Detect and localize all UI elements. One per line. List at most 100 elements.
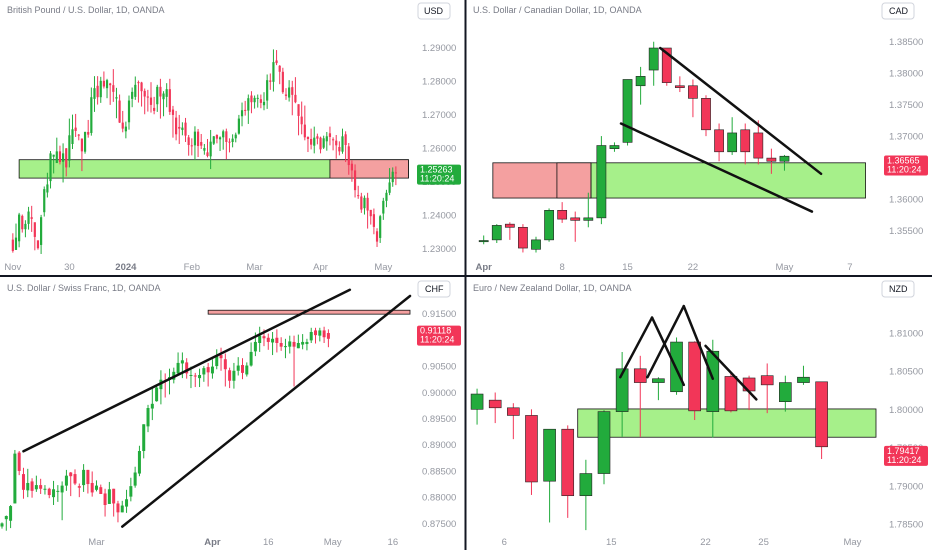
- candle-body: [597, 411, 611, 474]
- candle-body: [525, 415, 538, 483]
- currency-box: [417, 280, 451, 298]
- candle-body: [184, 122, 187, 136]
- chart-panel-eurnzd[interactable]: Euro / New Zealand Dollar, 1D, OANDA NZD…: [470, 280, 928, 548]
- candle-body: [275, 60, 278, 64]
- resistance-zone: [556, 162, 592, 199]
- candle-body: [218, 137, 222, 140]
- trendline[interactable]: [619, 122, 814, 213]
- price-tag-value: 1.36565: [887, 155, 920, 165]
- candle-body: [228, 370, 232, 381]
- candle-body: [127, 100, 131, 123]
- candle-body: [52, 489, 56, 498]
- trendline[interactable]: [650, 316, 686, 387]
- candle-body: [249, 351, 253, 366]
- candle-body: [125, 499, 129, 507]
- candle-body: [30, 481, 34, 491]
- candle-body: [143, 90, 146, 97]
- candle-body: [112, 85, 115, 92]
- trendline[interactable]: [646, 304, 686, 379]
- candle-body: [140, 82, 143, 92]
- candle-body: [56, 490, 60, 492]
- zones: [492, 162, 866, 199]
- chart-panel-gbpusd[interactable]: British Pound / U.S. Dollar, 1D, OANDA U…: [4, 2, 461, 273]
- candle-body: [116, 503, 120, 513]
- y-tick-label: 0.89000: [422, 440, 456, 451]
- candle-body: [142, 424, 146, 452]
- y-tick-label: 0.88500: [422, 466, 456, 477]
- candle-body: [236, 365, 240, 371]
- candle-body: [622, 79, 633, 143]
- candle-body: [58, 151, 62, 163]
- candle-body: [115, 97, 118, 99]
- candle-body: [190, 145, 193, 147]
- trendline[interactable]: [704, 344, 758, 401]
- x-tick-label: Apr: [204, 537, 221, 548]
- candle-body: [96, 85, 99, 98]
- candle-body: [350, 163, 354, 171]
- candle-body: [206, 152, 209, 157]
- chart-panel-usdcad[interactable]: U.S. Dollar / Canadian Dollar, 1D, OANDA…: [473, 2, 928, 273]
- currency-label: CHF: [425, 284, 444, 294]
- candle-body: [61, 153, 65, 162]
- trendline[interactable]: [619, 316, 654, 379]
- y-tick-label: 1.29000: [422, 43, 456, 54]
- candle-body: [232, 370, 236, 381]
- candle-body: [366, 197, 369, 211]
- candle-body: [107, 489, 111, 504]
- y-tick-label: 0.88000: [422, 493, 456, 504]
- candle-body: [137, 82, 140, 84]
- x-tick-label: Feb: [184, 262, 200, 273]
- candles: [470, 337, 828, 531]
- candle-body: [202, 368, 206, 375]
- y-tick-label: 1.78500: [889, 520, 923, 531]
- candle-body: [278, 65, 281, 72]
- chart-panel-usdchf[interactable]: U.S. Dollar / Swiss Franc, 1D, OANDA CHF…: [0, 280, 461, 548]
- trendline[interactable]: [658, 46, 823, 176]
- candle-body: [234, 134, 237, 139]
- candle-body: [198, 374, 202, 379]
- candle-body: [300, 116, 303, 125]
- candle-body: [797, 376, 810, 383]
- candle-body: [36, 240, 40, 249]
- candle-body: [219, 355, 223, 359]
- candle-body: [27, 211, 30, 224]
- candle-body: [385, 192, 388, 201]
- candle-body: [105, 80, 109, 89]
- candle-body: [579, 473, 593, 497]
- candle-body: [583, 217, 594, 221]
- candle-body: [120, 505, 124, 513]
- candle-body: [137, 451, 141, 474]
- candle-body: [724, 376, 738, 412]
- trendline[interactable]: [22, 288, 352, 453]
- trendline[interactable]: [682, 304, 715, 380]
- x-axis: Mar Apr 16 May 16: [88, 537, 398, 548]
- chart-title: Euro / New Zealand Dollar, 1D, OANDA: [473, 283, 632, 293]
- y-tick-label: 1.79000: [889, 481, 923, 492]
- price-tag-box: [417, 325, 461, 346]
- x-tick-label: 30: [64, 262, 75, 273]
- candle-body: [262, 101, 266, 106]
- candle-body: [94, 485, 98, 490]
- price-tag-value: 0.91118: [420, 326, 451, 336]
- candle-body: [131, 91, 134, 99]
- candle-body: [86, 469, 90, 485]
- candle-body: [11, 239, 14, 251]
- candle-body: [21, 215, 24, 230]
- x-tick-label: 15: [606, 537, 617, 548]
- candle-body: [318, 330, 322, 336]
- candle-body: [189, 374, 193, 376]
- candle-body: [43, 189, 46, 213]
- y-tick-label: 1.38000: [889, 69, 923, 80]
- candle-body: [77, 486, 81, 488]
- candle-body: [134, 84, 137, 97]
- candle-body: [187, 137, 190, 146]
- price-tag-countdown: 11:20:24: [887, 164, 921, 174]
- candle-body: [310, 138, 313, 145]
- price-tag-value: 1.25263: [420, 165, 453, 175]
- candle-body: [648, 47, 659, 71]
- candle-body: [34, 485, 38, 490]
- trendline[interactable]: [121, 294, 412, 528]
- y-tick-label: 1.37500: [889, 100, 923, 111]
- x-axis: Apr 8 15 22 May 7: [476, 262, 853, 273]
